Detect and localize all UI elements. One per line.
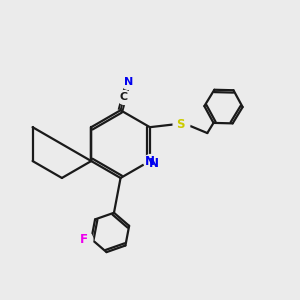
Text: N: N: [124, 77, 133, 87]
Text: C: C: [120, 92, 128, 103]
Text: N: N: [145, 154, 155, 167]
Text: N: N: [149, 157, 159, 169]
Text: S: S: [176, 118, 185, 131]
Text: F: F: [80, 232, 88, 246]
